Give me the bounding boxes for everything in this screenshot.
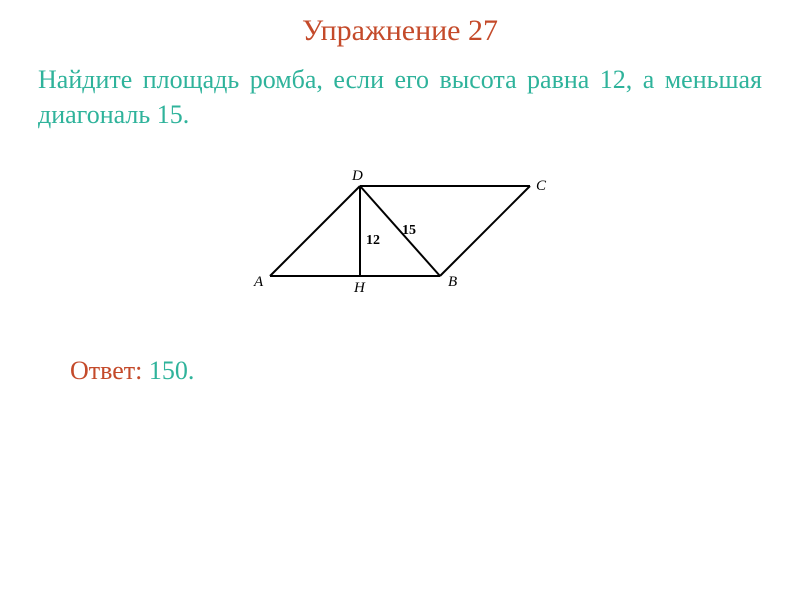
rhombus-diagram: A B C D H 12 15 (230, 156, 570, 306)
problem-body: Найдите площадь ромба, если его высота р… (38, 65, 762, 129)
vertex-label-c: C (536, 178, 547, 194)
diagram-edge (270, 186, 360, 276)
answer-line: Ответ: 150. (70, 356, 800, 386)
title-text: Упражнение 27 (302, 14, 498, 47)
vertex-label-d: D (351, 168, 363, 184)
segment-label-0: 12 (366, 233, 380, 248)
vertex-label-a: A (253, 274, 264, 290)
answer-value: 150. (142, 356, 194, 385)
segment-label-1: 15 (402, 223, 416, 238)
answer-label: Ответ: (70, 356, 142, 385)
vertex-label-h: H (353, 280, 366, 296)
diagram-edge (360, 186, 440, 276)
problem-text: Найдите площадь ромба, если его высота р… (38, 62, 762, 132)
exercise-title: Упражнение 27 (0, 14, 800, 48)
vertex-label-b: B (448, 274, 457, 290)
diagram-edge (440, 186, 530, 276)
